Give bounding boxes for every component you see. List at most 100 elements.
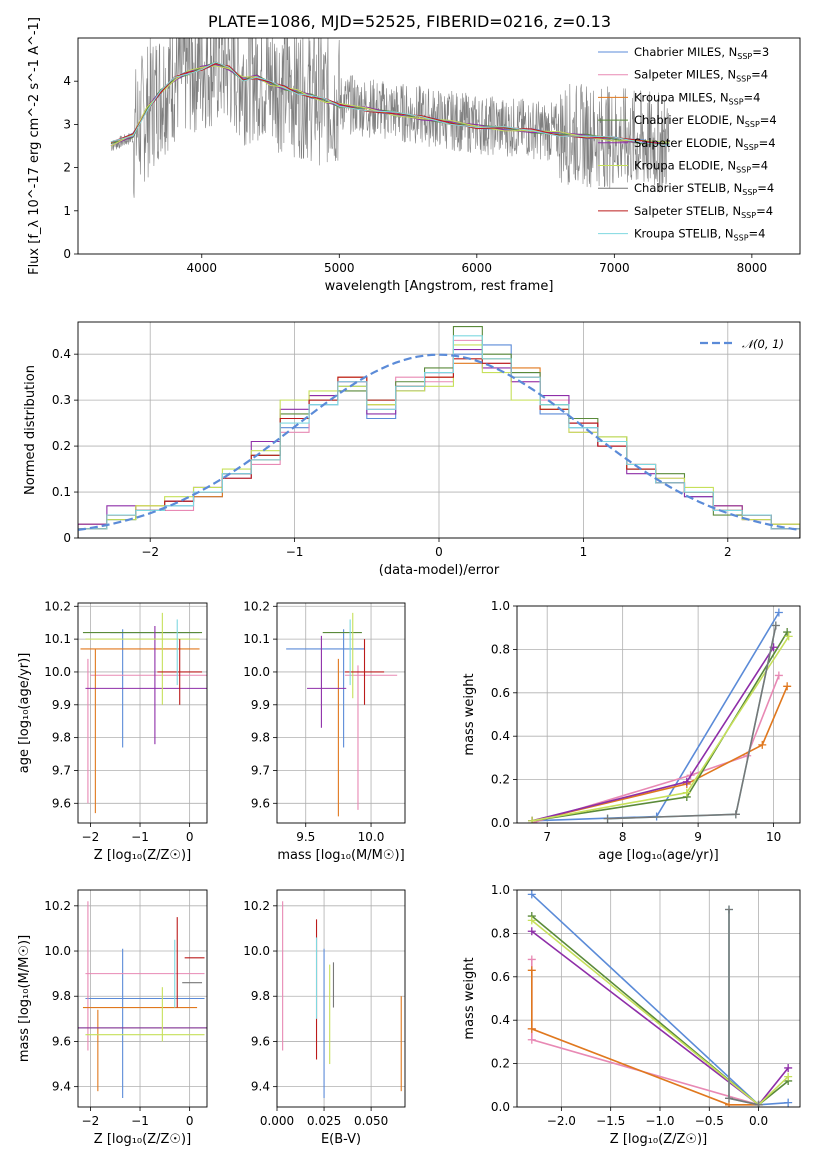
y-tick-label: 10.0: [44, 944, 71, 958]
x-tick-label: 8000: [737, 261, 768, 275]
y-tick-label: 3: [63, 117, 71, 131]
weight-line-2: [531, 970, 759, 1106]
chart-mass-vs-Z: −2 −1 0 9.4 9.6 9.8 10.0 10.2 Z [log₁₀(Z/Z☉)] mas…: [17, 889, 208, 1147]
weight-marker: [774, 671, 783, 680]
weight-line-6: [728, 909, 759, 1106]
axes-frame: [516, 889, 801, 1108]
x-tick-label: −2: [82, 1114, 100, 1128]
y-tick-label: 9.4: [251, 1080, 270, 1094]
y-axis-label: Normed distribution: [23, 365, 38, 495]
weight-marker: [603, 814, 612, 823]
plot-area: [78, 901, 207, 1098]
model-spectrum-3: [110, 61, 670, 145]
x-tick-label: 0: [186, 1114, 194, 1128]
y-tick-label: 9.6: [52, 796, 71, 810]
legend-entry: Salpeter MILES, NSSP=4: [634, 68, 768, 84]
weight-marker: [527, 1035, 536, 1044]
weight-marker: [758, 740, 767, 749]
x-tick-label: 0: [186, 830, 194, 844]
plot-area: [527, 890, 793, 1107]
y-axis-label: mass [log₁₀(M/M☉)]: [17, 935, 32, 1062]
chart-mass-vs-ebv: 0.000 0.025 0.050 9.4 9.6 9.8 10.0 10.2 E(B-V): [243, 889, 406, 1147]
x-tick-label: −1.5: [596, 1114, 625, 1128]
x-axis-label: (data-model)/error: [379, 563, 500, 578]
x-tick-label: 5000: [324, 261, 355, 275]
x-tick-label: 10.0: [358, 830, 385, 844]
weight-line-2: [531, 685, 788, 822]
y-tick-label: 1.0: [491, 883, 510, 897]
y-tick-label: 0.4: [491, 729, 510, 743]
x-tick-label: 4000: [186, 261, 217, 275]
x-tick-label: 7000: [599, 261, 630, 275]
x-tick-label: −1: [286, 545, 304, 559]
weight-marker: [527, 927, 536, 936]
x-tick-label: 7: [543, 830, 551, 844]
y-tick-label: 0.4: [491, 1013, 510, 1027]
x-axis-label: Z [log₁₀(Z/Z☉)]: [94, 848, 191, 863]
weight-line-3: [531, 631, 788, 822]
y-tick-label: 10.0: [243, 944, 270, 958]
plot-area: [286, 612, 398, 817]
y-tick-label: 0.2: [491, 1057, 510, 1071]
axes-frame: [516, 605, 801, 824]
x-tick-label: 9.5: [296, 830, 315, 844]
x-axis-label: E(B-V): [321, 1132, 361, 1147]
weight-marker: [528, 816, 537, 823]
gaussian-curve: [78, 353, 800, 531]
chart-mass-weight-vs-age: 7 8 9 10 0.0 0.2 0.4 0.6 0.8 1.0 age [log₁₀(age/yr…: [462, 599, 801, 863]
plot-area: [80, 612, 207, 814]
weight-marker: [774, 608, 783, 617]
weight-marker: [527, 1024, 536, 1033]
weight-marker: [527, 966, 536, 975]
y-tick-label: 10.0: [243, 665, 270, 679]
y-tick-label: 0.0: [491, 1100, 510, 1114]
y-tick-label: 0.1: [52, 485, 71, 499]
y-tick-label: 9.8: [251, 731, 270, 745]
y-tick-label: 10.2: [44, 899, 71, 913]
y-axis-label: Flux [f_λ 10^-17 erg cm^-2 s^-1 A^-1]: [27, 17, 42, 275]
x-tick-label: 0.000: [260, 1114, 294, 1128]
observed-spectrum: [110, 38, 670, 198]
y-tick-label: 4: [63, 74, 71, 88]
y-tick-label: 10.2: [243, 899, 270, 913]
weight-line-5: [531, 635, 790, 822]
x-axis-label: mass [log₁₀(M/M☉)]: [277, 848, 404, 863]
x-tick-label: −2: [82, 830, 100, 844]
weight-marker: [784, 1098, 793, 1107]
weight-line-7: [728, 909, 759, 1106]
y-tick-label: 10.0: [44, 665, 71, 679]
axes-frame: [276, 889, 406, 1108]
y-tick-label: 9.9: [251, 698, 270, 712]
y-tick-label: 9.4: [52, 1080, 71, 1094]
weight-line-4: [531, 646, 775, 822]
plot-area: [110, 38, 670, 198]
weight-marker: [527, 890, 536, 899]
y-tick-label: 0.4: [52, 347, 71, 361]
histogram-series-7: [78, 335, 800, 538]
x-axis-label: Z [log₁₀(Z/Z☉)]: [610, 1132, 707, 1147]
legend-entry: Kroupa MILES, NSSP=4: [634, 90, 760, 106]
y-tick-label: 9.7: [52, 763, 71, 777]
x-tick-label: 0.0: [749, 1114, 768, 1128]
weight-marker: [682, 777, 691, 786]
x-tick-label: 0.025: [307, 1114, 341, 1128]
x-tick-label: −1: [131, 830, 149, 844]
x-axis-label: wavelength [Angstrom, rest frame]: [325, 279, 554, 294]
x-tick-label: −2: [141, 545, 159, 559]
weight-marker: [784, 632, 793, 641]
x-tick-label: 0: [435, 545, 443, 559]
y-tick-label: 10.2: [243, 599, 270, 613]
y-tick-label: 1.0: [491, 599, 510, 613]
y-tick-label: 0.8: [491, 926, 510, 940]
x-axis-label: Z [log₁₀(Z/Z☉)]: [94, 1132, 191, 1147]
y-tick-label: 0.3: [52, 393, 71, 407]
weight-marker: [771, 621, 780, 630]
x-tick-label: 2: [724, 545, 732, 559]
x-tick-label: 8: [619, 830, 627, 844]
axes-frame: [276, 602, 406, 824]
y-tick-label: 9.6: [52, 1034, 71, 1048]
axes-frame: [77, 889, 208, 1108]
x-tick-label: −0.5: [695, 1114, 724, 1128]
chart-residual-histogram: −2 −1 0 1 2 0 0.1 0.2 0.3 0.4 (data-model)/error No…: [23, 321, 801, 578]
legend-entry: Chabrier STELIB, NSSP=4: [634, 181, 774, 197]
